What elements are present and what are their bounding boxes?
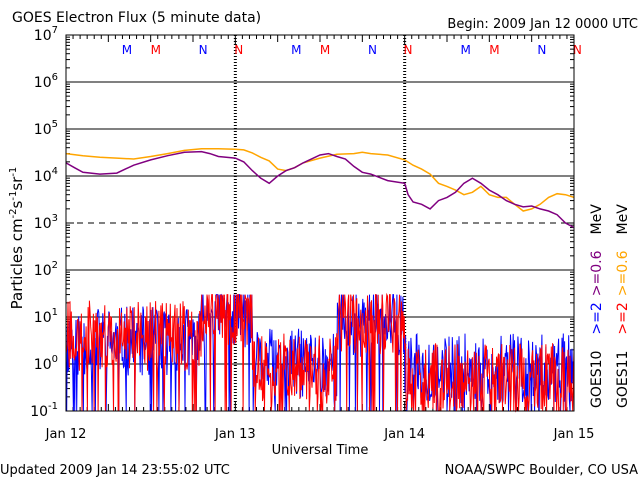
legend: GOES10>=2>=0.6MeV GOES11>=2>=0.6MeV	[589, 204, 631, 408]
y-tick-label: 105	[34, 119, 58, 138]
gridlines	[66, 81, 574, 365]
legend-goes11-row: GOES11>=2>=0.6MeV	[615, 204, 631, 408]
local-time-marker-label: N	[368, 43, 377, 57]
chart-title: GOES Electron Flux (5 minute data)	[12, 10, 261, 26]
y-tick-label: 103	[34, 213, 58, 232]
x-tick-labels: Jan 12 Jan 13 Jan 14 Jan 15	[45, 427, 595, 442]
series-group	[65, 148, 575, 413]
legend-goes10-row: GOES10>=2>=0.6MeV	[589, 204, 605, 408]
local-time-marker-label: M	[460, 43, 470, 57]
local-time-marker-label: N	[573, 43, 582, 57]
y-tick-label: 107	[34, 25, 58, 44]
series-line	[65, 150, 575, 229]
x-tick-label: Jan 12	[45, 427, 87, 442]
updated-time: Updated 2009 Jan 14 23:55:02 UTC	[0, 463, 230, 478]
series-line	[65, 148, 575, 212]
y-tick-label: 102	[34, 260, 58, 279]
y-tick-label: 10-1	[30, 401, 58, 420]
x-tick-label: Jan 15	[553, 427, 595, 442]
begin-time: Begin: 2009 Jan 12 0000 UTC	[447, 17, 638, 32]
local-time-marker-label: M	[122, 43, 132, 57]
local-time-marker-label: M	[320, 43, 330, 57]
y-tick-label: 106	[34, 72, 58, 91]
plot-frame	[65, 34, 575, 412]
y-tick-label: 104	[34, 166, 58, 185]
x-tick-label: Jan 13	[214, 427, 256, 442]
local-time-marker-label: M	[291, 43, 301, 57]
x-tick-label: Jan 14	[383, 427, 425, 442]
local-time-marker-label: M	[151, 43, 161, 57]
y-tick-labels: 10-1 100 101 102 103 104 105 106 107	[30, 25, 58, 420]
goes11-high-energy-line	[65, 292, 575, 413]
local-time-marker-label: N	[199, 43, 208, 57]
y-axis-label: Particles cm-2s-1sr-1	[8, 167, 26, 310]
y-tick-label: 100	[34, 354, 58, 373]
local-time-marker-label: M	[489, 43, 499, 57]
x-axis-label: Universal Time	[272, 443, 369, 458]
y-tick-label: 101	[34, 307, 58, 326]
local-time-marker-label: N	[234, 43, 243, 57]
local-time-marker-label: N	[404, 43, 413, 57]
data-source: NOAA/SWPC Boulder, CO USA	[445, 463, 638, 478]
local-time-marker-label: N	[537, 43, 546, 57]
